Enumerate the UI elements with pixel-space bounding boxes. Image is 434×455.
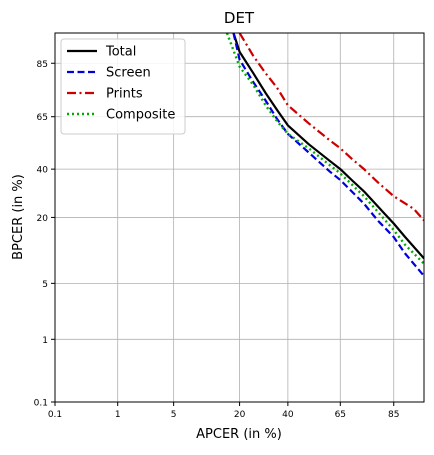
legend-label-prints: Prints [106, 87, 143, 102]
y-tick-label: 0.1 [34, 399, 48, 409]
y-tick-label: 5 [42, 280, 48, 290]
y-tick-label: 65 [37, 113, 48, 123]
x-tick-label: 40 [282, 410, 294, 420]
x-axis-label: APCER (in %) [196, 427, 282, 442]
series-line-total [232, 33, 424, 260]
grid [54, 33, 424, 403]
series-line-screen [232, 33, 424, 277]
series-layer [225, 33, 424, 277]
x-tick-label: 5 [171, 410, 177, 420]
x-tick-label: 20 [234, 410, 246, 420]
y-tick-label: 85 [37, 60, 48, 70]
legend-label-composite: Composite [106, 108, 175, 123]
series-line-composite [225, 33, 424, 265]
y-axis-label: BPCER (in %) [11, 174, 26, 260]
x-ticks: 0.1 1 5 20 40 65 85 [48, 402, 399, 420]
legend: Total Screen Prints Composite [60, 38, 186, 135]
chart-title: DET [224, 9, 255, 27]
legend-box [60, 38, 186, 135]
y-tick-label: 1 [42, 336, 48, 346]
y-tick-label: 40 [37, 166, 49, 176]
legend-label-total: Total [105, 45, 136, 60]
x-tick-label: 85 [388, 410, 399, 420]
legend-label-screen: Screen [106, 66, 151, 81]
y-ticks: 0.1 1 5 20 40 65 85 [34, 60, 55, 409]
y-tick-label: 20 [37, 214, 49, 224]
x-tick-label: 0.1 [48, 410, 62, 420]
series-line-prints [238, 33, 424, 222]
x-tick-label: 1 [115, 410, 121, 420]
x-tick-label: 65 [335, 410, 346, 420]
